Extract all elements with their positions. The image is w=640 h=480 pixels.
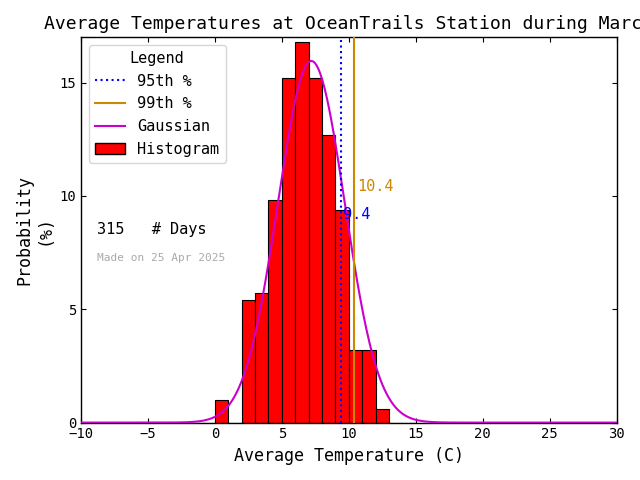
Bar <box>255 293 268 422</box>
Text: 315   # Days: 315 # Days <box>97 222 207 237</box>
Text: Made on 25 Apr 2025: Made on 25 Apr 2025 <box>97 253 225 263</box>
Text: 10.4: 10.4 <box>357 180 394 194</box>
Bar <box>376 409 389 422</box>
Bar <box>295 42 308 422</box>
Bar <box>362 350 376 422</box>
Bar <box>242 300 255 422</box>
Bar <box>268 201 282 422</box>
Legend: 95th %, 99th %, Gaussian, Histogram: 95th %, 99th %, Gaussian, Histogram <box>88 45 226 163</box>
Bar <box>349 350 362 422</box>
Bar <box>282 78 295 422</box>
Bar <box>308 78 322 422</box>
Bar <box>215 400 228 422</box>
Y-axis label: Probability
(%): Probability (%) <box>15 175 54 285</box>
Text: 9.4: 9.4 <box>344 206 371 222</box>
Title: Average Temperatures at OceanTrails Station during March: Average Temperatures at OceanTrails Stat… <box>44 15 640 33</box>
Bar <box>322 135 335 422</box>
Bar <box>335 210 349 422</box>
X-axis label: Average Temperature (C): Average Temperature (C) <box>234 447 464 465</box>
